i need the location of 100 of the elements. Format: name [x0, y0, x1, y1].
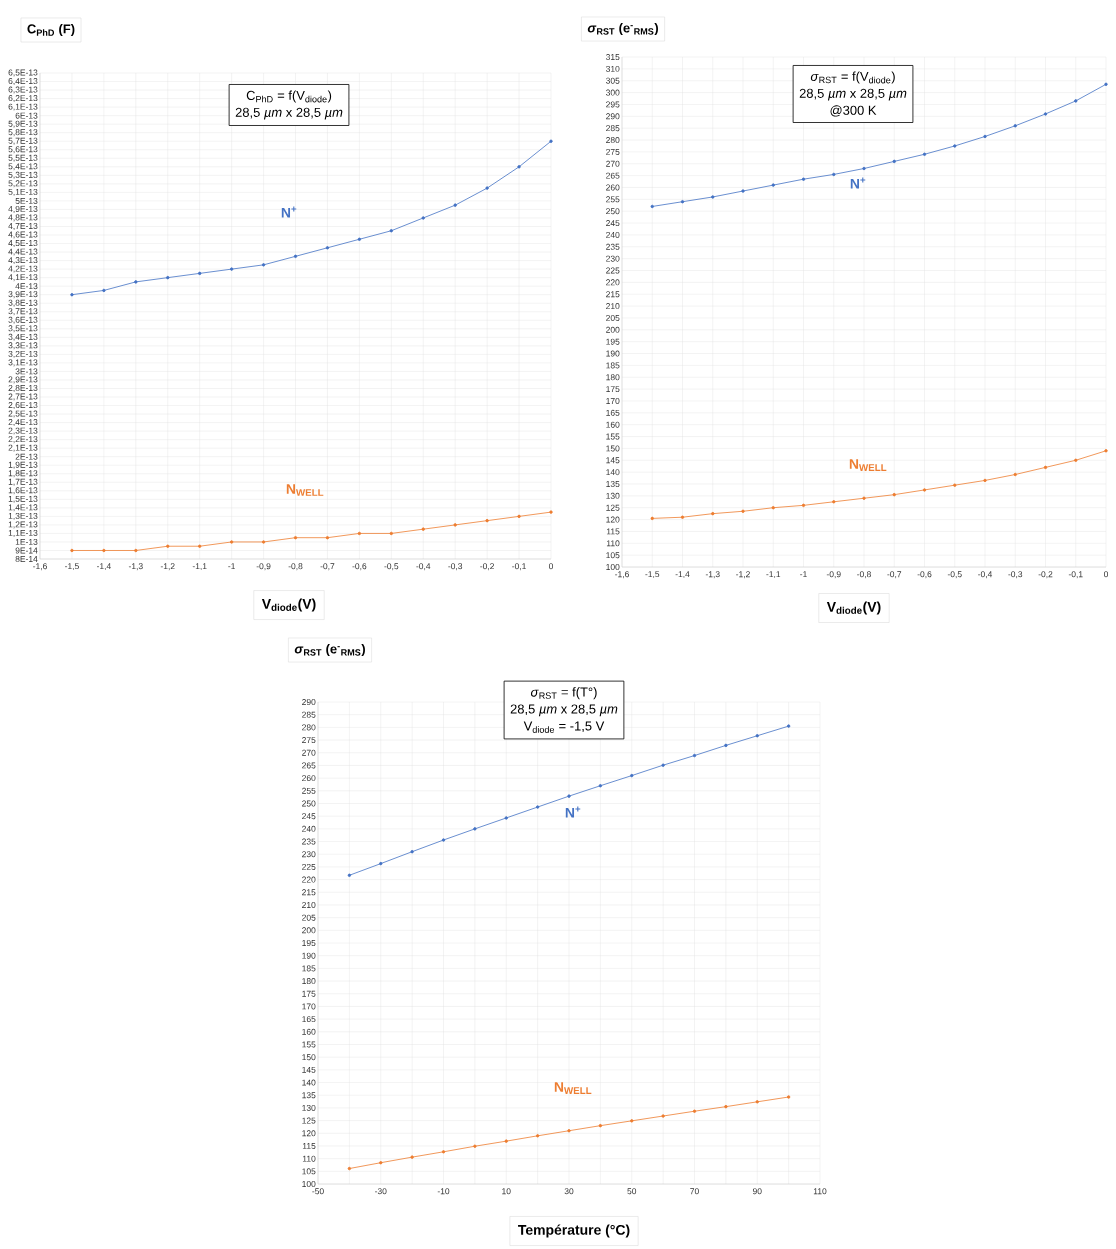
point — [473, 827, 477, 831]
annotation: σ$_{RST}$ = f(V$_{diode}$) — [810, 71, 895, 84]
x-tick-label: -0,2 — [480, 563, 494, 571]
point — [473, 1144, 477, 1148]
y-tick-label: 4,1E-13 — [8, 274, 38, 282]
point — [650, 516, 654, 521]
x-axis-title: V$_{diode}$(V) — [261, 598, 316, 612]
y-tick-label: 3,8E-13 — [8, 299, 38, 307]
y-tick-label: 110 — [606, 540, 620, 547]
y-tick-label: 190 — [606, 350, 620, 357]
x-tick-label: 0 — [548, 563, 554, 570]
y-tick-label: 4,8E-13 — [8, 214, 38, 222]
y-tick-label: 235 — [606, 243, 620, 250]
y-tick-label: 4,2E-13 — [8, 265, 38, 273]
y-tick-label: 3,6E-13 — [8, 316, 38, 324]
x-tick-label: -0,4 — [416, 563, 431, 571]
x-tick-label: 30 — [564, 1188, 574, 1195]
y-tick-label: 105 — [302, 1168, 316, 1175]
annotation: 28,5 µm x 28,5 µm — [799, 88, 907, 101]
y-tick-label: 180 — [606, 374, 620, 381]
x-tick-label: -1,2 — [736, 571, 750, 579]
point — [741, 509, 745, 513]
y-tick-label: 245 — [302, 813, 316, 820]
point — [661, 1114, 665, 1118]
y-tick-label: 5,7E-13 — [8, 137, 38, 145]
y-tick-label: 315 — [606, 54, 620, 61]
x-tick-label: 50 — [627, 1188, 637, 1195]
y-tick-label: 215 — [606, 291, 620, 298]
y-tick-label: 5,9E-13 — [8, 120, 38, 128]
y-tick-label: 150 — [606, 445, 620, 452]
y-tick-label: 2,9E-13 — [8, 376, 38, 384]
x-tick-label: -1,1 — [766, 571, 781, 579]
text: N$_{WELL}$ — [286, 484, 324, 496]
point — [1013, 124, 1017, 128]
series-label: N$_{WELL}$ — [849, 459, 887, 471]
x-tick-label: -1,5 — [65, 563, 79, 571]
x-tick-label: -0,8 — [288, 563, 303, 571]
y-tick-label: 5,4E-13 — [8, 163, 38, 171]
y-tick-label: 240 — [606, 231, 620, 238]
y-tick-label: 3,5E-13 — [8, 325, 38, 333]
y-tick-label: 140 — [302, 1079, 316, 1086]
y-tick-label: 170 — [302, 1003, 316, 1010]
y-tick-label: 175 — [606, 386, 620, 393]
y-tick-label: 4E-13 — [15, 283, 38, 290]
x-tick-label: 70 — [690, 1188, 699, 1195]
y-tick-label: 1,2E-13 — [8, 521, 38, 529]
y-tick-label: 1E-13 — [15, 538, 38, 545]
y-tick-label: 125 — [302, 1117, 316, 1124]
y-tick-label: 1,7E-13 — [8, 478, 38, 486]
y-tick-label: 255 — [606, 196, 620, 203]
point — [504, 816, 508, 820]
point — [741, 189, 745, 193]
y-tick-label: 265 — [606, 172, 620, 179]
y-tick-label: 150 — [302, 1054, 316, 1061]
y-tick-label: 6,5E-13 — [8, 69, 38, 77]
point — [711, 511, 715, 516]
y-tick-label: 280 — [302, 724, 316, 731]
annotation: V$_{diode}$ = -1,5 V — [523, 721, 605, 733]
y-tick-label: 225 — [606, 267, 620, 274]
y-tick-label: 4,4E-13 — [8, 248, 38, 256]
y-tick-label: 6,4E-13 — [8, 78, 38, 86]
y-tick-label: 290 — [302, 699, 316, 706]
y-tick-label: 2E-13 — [15, 453, 38, 460]
y-tick-label: 6,1E-13 — [8, 103, 38, 111]
point — [983, 134, 987, 139]
point — [862, 166, 866, 171]
y-tick-label: 205 — [606, 314, 620, 321]
point — [1104, 82, 1108, 86]
point — [786, 1095, 791, 1099]
y-tick-label: 175 — [302, 990, 316, 997]
y-tick-label: 3,1E-13 — [8, 359, 38, 367]
y-tick-label: 265 — [302, 762, 316, 769]
x-tick-label: -1,3 — [128, 563, 143, 571]
series-label: N$^{+}$ — [850, 177, 866, 189]
y-tick-label: 255 — [302, 787, 316, 794]
x-tick-label: -1,4 — [675, 571, 690, 579]
point — [535, 805, 540, 809]
y-tick-label: 280 — [606, 137, 620, 144]
x-tick-label: -30 — [375, 1188, 387, 1195]
x-tick-label: -1,6 — [615, 571, 629, 579]
point — [1074, 458, 1078, 462]
y-tick-label: 3,3E-13 — [8, 342, 38, 350]
y-tick-label: 155 — [302, 1041, 316, 1048]
y-tick-label: 5,2E-13 — [8, 180, 38, 188]
x-tick-label: -1,5 — [645, 571, 660, 579]
y-axis-title: C$_{PhD}$ (F) — [27, 23, 75, 37]
y-tick-label: 295 — [606, 101, 620, 108]
y-tick-label: 260 — [606, 184, 620, 191]
point — [680, 200, 685, 204]
x-tick-label: -0,7 — [887, 571, 902, 579]
y-tick-label: 210 — [606, 303, 620, 310]
x-tick-label: -0,7 — [320, 563, 335, 571]
point — [650, 204, 654, 209]
y-tick-label: 170 — [606, 397, 620, 404]
point — [692, 1109, 697, 1113]
y-tick-label: 180 — [302, 978, 316, 985]
y-tick-label: 4,5E-13 — [8, 240, 38, 248]
point — [922, 152, 927, 156]
y-tick-label: 160 — [606, 421, 620, 428]
point — [661, 763, 665, 767]
